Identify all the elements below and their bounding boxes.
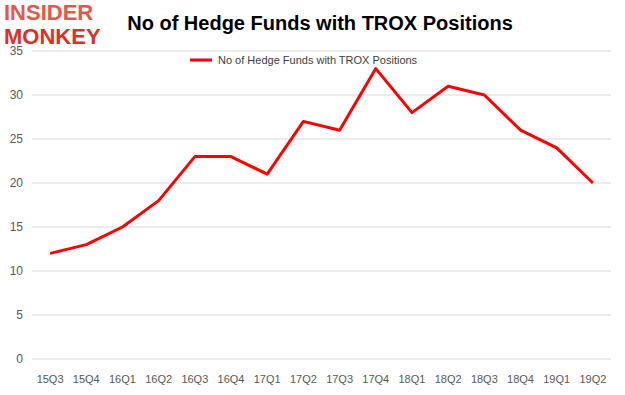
series-line: [50, 69, 593, 254]
grid-line: [32, 271, 611, 272]
x-tick-label: 15Q3: [37, 373, 64, 385]
x-tick-label: 17Q3: [326, 373, 353, 385]
grid-line: [32, 139, 611, 140]
x-tick-label: 16Q2: [145, 373, 172, 385]
y-tick-label: 15: [10, 220, 24, 234]
x-tick-label: 18Q4: [507, 373, 534, 385]
x-tick-label: 16Q1: [109, 373, 136, 385]
grid-line: [32, 95, 611, 96]
grid-line: [32, 51, 611, 52]
x-tick-label: 19Q2: [579, 373, 606, 385]
y-tick-label: 30: [10, 88, 24, 102]
x-tick-label: 18Q2: [435, 373, 462, 385]
logo-text: INSIDER: [4, 0, 93, 25]
x-tick-label: 18Q3: [471, 373, 498, 385]
y-tick-label: 5: [16, 308, 23, 322]
x-tick-label: 16Q4: [218, 373, 245, 385]
legend-label: No of Hedge Funds with TROX Positions: [218, 54, 418, 66]
x-tick-label: 18Q1: [399, 373, 426, 385]
x-tick-label: 19Q1: [543, 373, 570, 385]
plot-area: [50, 69, 593, 254]
grid-line: [32, 315, 611, 316]
y-tick-label: 0: [16, 352, 23, 366]
chart: INSIDERMONKEYNo of Hedge Funds with TROX…: [0, 0, 625, 395]
x-tick-label: 17Q2: [290, 373, 317, 385]
y-tick-label: 10: [10, 264, 24, 278]
y-tick-label: 25: [10, 132, 24, 146]
grid-line: [32, 183, 611, 184]
y-tick-label: 35: [10, 44, 24, 58]
y-tick-label: 20: [10, 176, 24, 190]
x-tick-label: 17Q1: [254, 373, 281, 385]
title: No of Hedge Funds with TROX Positions: [127, 12, 513, 34]
legend-swatch: [190, 59, 212, 62]
x-tick-label: 16Q3: [181, 373, 208, 385]
x-tick-label: 15Q4: [73, 373, 100, 385]
x-tick-label: 17Q4: [362, 373, 389, 385]
grid-line: [32, 359, 611, 360]
